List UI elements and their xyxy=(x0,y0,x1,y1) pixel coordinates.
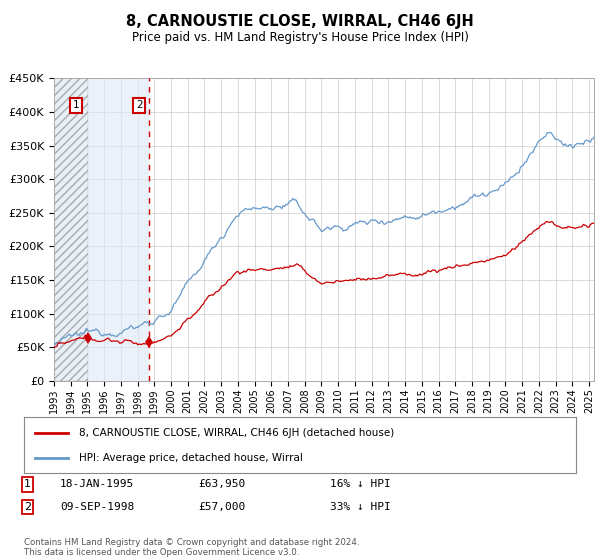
Text: 09-SEP-1998: 09-SEP-1998 xyxy=(60,502,134,512)
Text: 2: 2 xyxy=(24,502,31,512)
Text: Contains HM Land Registry data © Crown copyright and database right 2024.
This d: Contains HM Land Registry data © Crown c… xyxy=(24,538,359,557)
Text: 1: 1 xyxy=(24,479,31,489)
Text: 33% ↓ HPI: 33% ↓ HPI xyxy=(330,502,391,512)
Text: 8, CARNOUSTIE CLOSE, WIRRAL, CH46 6JH (detached house): 8, CARNOUSTIE CLOSE, WIRRAL, CH46 6JH (d… xyxy=(79,428,394,438)
Text: 18-JAN-1995: 18-JAN-1995 xyxy=(60,479,134,489)
Text: HPI: Average price, detached house, Wirral: HPI: Average price, detached house, Wirr… xyxy=(79,452,303,463)
Text: 2: 2 xyxy=(136,100,143,110)
Text: £57,000: £57,000 xyxy=(198,502,245,512)
Text: 8, CARNOUSTIE CLOSE, WIRRAL, CH46 6JH: 8, CARNOUSTIE CLOSE, WIRRAL, CH46 6JH xyxy=(126,14,474,29)
Bar xyxy=(54,78,88,381)
Text: 1: 1 xyxy=(73,100,79,110)
Text: 16% ↓ HPI: 16% ↓ HPI xyxy=(330,479,391,489)
Text: £63,950: £63,950 xyxy=(198,479,245,489)
Text: Price paid vs. HM Land Registry's House Price Index (HPI): Price paid vs. HM Land Registry's House … xyxy=(131,31,469,44)
Bar xyxy=(88,78,149,381)
